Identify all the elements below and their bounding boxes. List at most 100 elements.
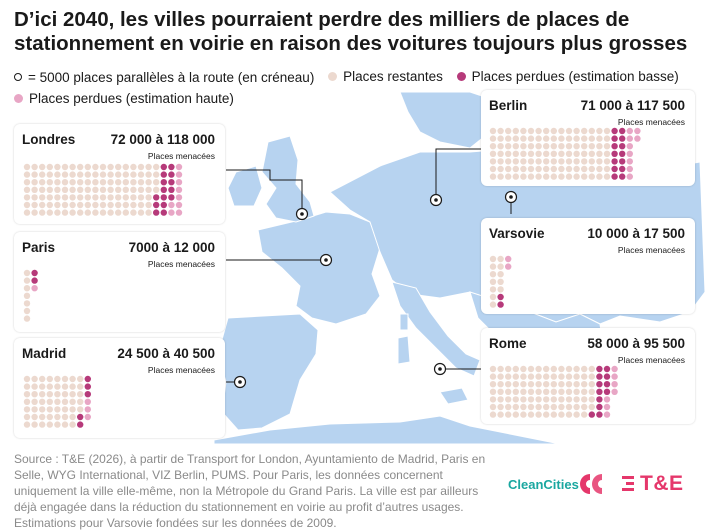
dot-remaining bbox=[69, 163, 76, 171]
dot-lost-low bbox=[611, 150, 618, 157]
dot-lost-low bbox=[168, 194, 175, 201]
dot-remaining bbox=[497, 381, 504, 388]
dot-remaining bbox=[69, 186, 76, 193]
city-range: 72 000 à 118 000 bbox=[110, 132, 215, 147]
dot-lost-high bbox=[505, 255, 512, 263]
dot-remaining bbox=[512, 388, 519, 395]
map-north-africa bbox=[213, 415, 561, 444]
dot-remaining bbox=[46, 391, 53, 398]
dot-remaining bbox=[46, 201, 53, 209]
dot-remaining bbox=[558, 165, 565, 173]
dot-remaining bbox=[145, 163, 152, 171]
dot-remaining bbox=[581, 373, 588, 380]
map-iberia bbox=[217, 313, 319, 431]
dot-remaining bbox=[512, 127, 519, 135]
dot-remaining bbox=[512, 150, 519, 157]
dot-remaining bbox=[31, 383, 38, 390]
dot-remaining bbox=[489, 263, 497, 270]
dot-remaining bbox=[99, 186, 107, 193]
dot-remaining bbox=[520, 150, 527, 157]
dot-remaining bbox=[137, 179, 145, 186]
dot-remaining bbox=[23, 171, 31, 178]
dot-remaining bbox=[543, 158, 550, 165]
dot-remaining bbox=[535, 127, 542, 135]
dot-remaining bbox=[145, 186, 152, 193]
dot-remaining bbox=[520, 373, 527, 380]
dot-remaining bbox=[588, 127, 595, 135]
dot-remaining bbox=[565, 158, 573, 165]
dot-remaining bbox=[489, 301, 497, 308]
dot-remaining bbox=[535, 173, 542, 180]
dot-remaining bbox=[31, 194, 38, 201]
dot-remaining bbox=[130, 209, 137, 216]
dot-remaining bbox=[588, 396, 595, 403]
map-sicily bbox=[439, 387, 469, 405]
dot-remaining bbox=[39, 201, 46, 209]
dot-lost-low bbox=[603, 388, 611, 395]
dot-remaining bbox=[489, 396, 497, 403]
dot-remaining bbox=[61, 413, 69, 421]
dot-lost-high bbox=[626, 143, 633, 150]
dot-lost-low bbox=[596, 396, 603, 403]
dot-lost-low bbox=[160, 209, 167, 216]
dot-remaining bbox=[558, 143, 565, 150]
dot-remaining bbox=[497, 173, 504, 180]
dot-remaining bbox=[497, 143, 504, 150]
dot-lost-low bbox=[31, 277, 38, 284]
dot-remaining bbox=[588, 135, 595, 142]
chart-title: D’ici 2040, les villes pourraient perdre… bbox=[14, 8, 688, 55]
dot-remaining bbox=[107, 163, 114, 171]
dot-remaining bbox=[588, 173, 595, 180]
dot-remaining bbox=[489, 373, 497, 380]
dot-lost-low bbox=[168, 179, 175, 186]
dot-lost-low bbox=[611, 127, 618, 135]
dot-remaining bbox=[543, 173, 550, 180]
dot-remaining bbox=[505, 135, 512, 142]
dot-remaining bbox=[581, 143, 588, 150]
dot-lost-low bbox=[84, 375, 92, 383]
source-note: Source : T&E (2026), à partir de Transpo… bbox=[14, 452, 486, 530]
dot-remaining bbox=[520, 411, 527, 418]
dot-lost-low bbox=[596, 388, 603, 395]
dot-remaining bbox=[527, 373, 535, 380]
dot-remaining bbox=[69, 171, 76, 178]
dot-remaining bbox=[54, 375, 61, 383]
dot-remaining bbox=[69, 194, 76, 201]
dot-remaining bbox=[153, 186, 160, 193]
dot-remaining bbox=[588, 143, 595, 150]
dot-lost-low bbox=[497, 301, 504, 308]
dot-remaining bbox=[543, 373, 550, 380]
dot-remaining bbox=[54, 171, 61, 178]
dot-remaining bbox=[31, 171, 38, 178]
dot-lost-low bbox=[31, 269, 38, 277]
dot-remaining bbox=[520, 365, 527, 373]
dot-remaining bbox=[77, 391, 84, 398]
dot-remaining bbox=[107, 179, 114, 186]
dot-remaining bbox=[46, 383, 53, 390]
dot-remaining bbox=[39, 171, 46, 178]
city-range: 7000 à 12 000 bbox=[128, 240, 215, 255]
dot-remaining bbox=[31, 186, 38, 193]
dot-remaining bbox=[137, 163, 145, 171]
dot-remaining bbox=[505, 158, 512, 165]
dot-lost-low bbox=[168, 186, 175, 193]
dot-remaining bbox=[558, 411, 565, 418]
dot-remaining bbox=[603, 127, 611, 135]
dot-remaining bbox=[550, 373, 557, 380]
dot-remaining bbox=[92, 209, 99, 216]
dot-remaining bbox=[54, 406, 61, 413]
dot-remaining bbox=[512, 411, 519, 418]
dot-remaining bbox=[505, 403, 512, 411]
map-italy bbox=[391, 281, 481, 377]
dot-remaining bbox=[505, 381, 512, 388]
dot-remaining bbox=[115, 194, 122, 201]
dot-remaining bbox=[84, 201, 92, 209]
dot-remaining bbox=[497, 365, 504, 373]
dot-remaining bbox=[61, 398, 69, 405]
dot-remaining bbox=[581, 127, 588, 135]
dot-lost-high bbox=[175, 171, 183, 178]
dot-lost-high bbox=[626, 150, 633, 157]
dot-remaining bbox=[31, 179, 38, 186]
dot-remaining bbox=[558, 173, 565, 180]
dot-remaining bbox=[489, 165, 497, 173]
